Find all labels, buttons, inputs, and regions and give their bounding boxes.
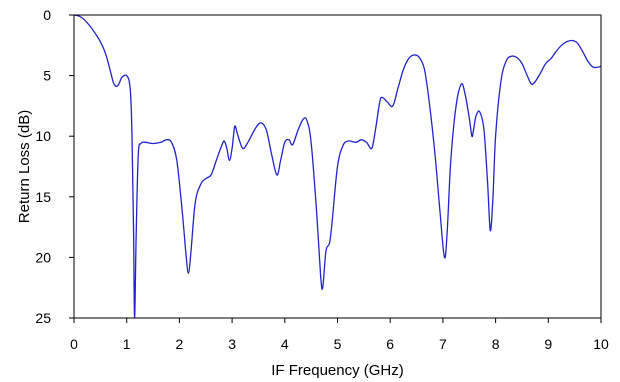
- x-tick-label: 9: [544, 336, 552, 352]
- x-tick-label: 8: [492, 336, 500, 352]
- x-tick-label: 6: [386, 336, 394, 352]
- y-tick-label: 25: [35, 310, 51, 326]
- x-tick-label: 2: [176, 336, 184, 352]
- x-tick-label: 1: [123, 336, 131, 352]
- y-tick-labels: 0 5 10 15 20 25: [35, 7, 51, 326]
- x-tick-label: 0: [70, 336, 78, 352]
- x-tick-label: 7: [439, 336, 447, 352]
- y-tick-label: 20: [35, 249, 51, 265]
- y-tick-label: 15: [35, 189, 51, 205]
- series-line: [74, 15, 601, 318]
- x-tick-label: 4: [281, 336, 289, 352]
- y-tick-label: 5: [43, 68, 51, 84]
- x-tick-label: 5: [334, 336, 342, 352]
- x-tick-label: 3: [228, 336, 236, 352]
- y-axis-title: Return Loss (dB): [16, 110, 33, 223]
- x-tick-labels: 0 1 2 3 4 5 6 7 8 9 10: [70, 336, 609, 352]
- y-tick-label: 0: [43, 7, 51, 23]
- x-axis-title: IF Frequency (GHz): [271, 362, 404, 379]
- x-tick-label: 10: [593, 336, 609, 352]
- y-tick-label: 10: [35, 128, 51, 144]
